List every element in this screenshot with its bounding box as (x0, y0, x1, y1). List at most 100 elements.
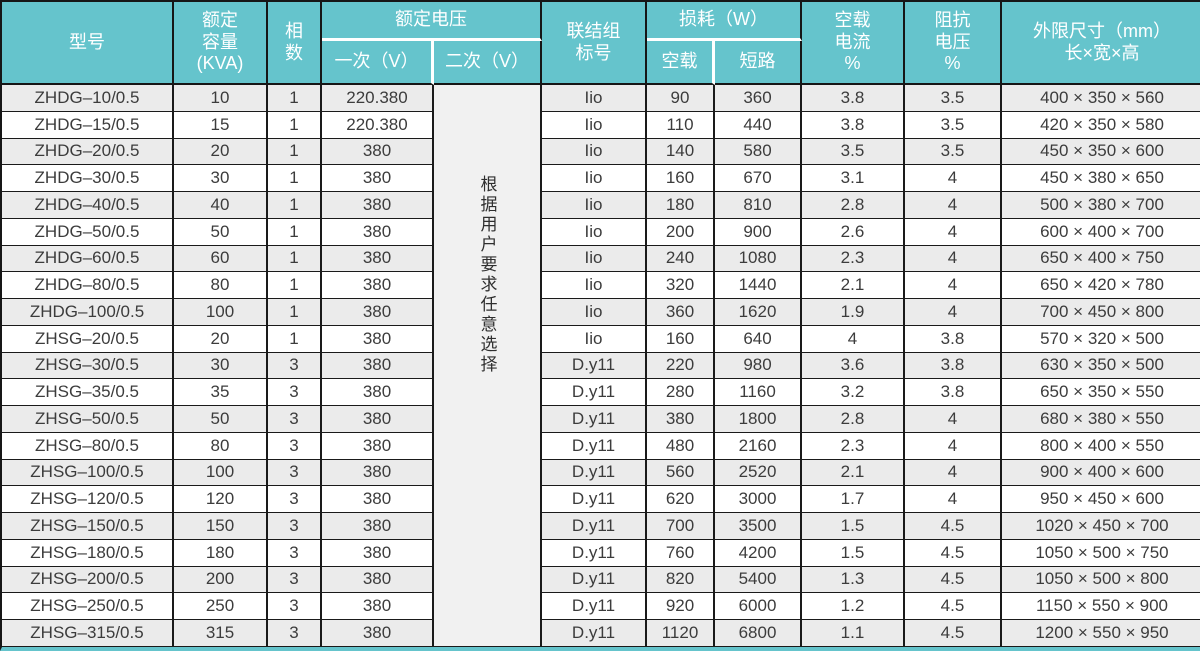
cell: 900 (715, 218, 802, 246)
cell: 380 (322, 620, 434, 647)
cell: 3 (268, 406, 322, 433)
cell: D.y11 (542, 513, 647, 540)
table-row: ZHDG–30/0.5 30 1 380 Iio 160 670 3.1 4 450 × 380 … (2, 165, 1200, 192)
cell: 380 (322, 245, 434, 273)
cell: ZHSG–180/0.5 (2, 539, 174, 567)
cell: 1 (268, 325, 322, 353)
cell: ZHDG–100/0.5 (2, 299, 174, 326)
cell: ZHDG–20/0.5 (2, 138, 174, 166)
cell: 3.2 (802, 379, 905, 406)
cell: 4 (905, 432, 1002, 460)
cell: 1150 × 550 × 900 (1002, 593, 1200, 620)
cell: 160 (647, 165, 715, 192)
cell: Iio (542, 218, 647, 246)
cell: 1.2 (802, 593, 905, 620)
cell: 3 (268, 352, 322, 380)
cell: ZHSG–20/0.5 (2, 325, 174, 353)
cell: 4 (905, 486, 1002, 513)
cell: 2160 (715, 432, 802, 460)
cell: Iio (542, 192, 647, 219)
cell: 380 (322, 566, 434, 594)
cell: 320 (647, 272, 715, 299)
cell: 1 (268, 218, 322, 246)
cell: 1050 × 500 × 800 (1002, 566, 1200, 594)
cell: ZHDG–60/0.5 (2, 245, 174, 273)
header-phases: 相数 (268, 2, 322, 85)
cell: 650 × 400 × 750 (1002, 245, 1200, 273)
cell: 2.8 (802, 406, 905, 433)
cell: 1160 (715, 379, 802, 406)
cell: 380 (322, 406, 434, 433)
cell: 380 (322, 539, 434, 567)
cell: 3 (268, 379, 322, 406)
cell: 3 (268, 566, 322, 594)
cell: 3.8 (905, 379, 1002, 406)
cell: 1.1 (802, 620, 905, 647)
header-impedance-voltage: 阻抗 电压% (905, 2, 1002, 85)
cell: 680 × 380 × 550 (1002, 406, 1200, 433)
cell: D.y11 (542, 593, 647, 620)
cell: 4 (802, 325, 905, 353)
cell: 160 (647, 325, 715, 353)
table-row: ZHSG–150/0.5 150 3 380 D.y11 700 3500 1.5 4.5 102… (2, 513, 1200, 540)
cell: 1620 (715, 299, 802, 326)
header-secondary-voltage: 二次（V） (434, 41, 542, 85)
cell: 380 (322, 138, 434, 166)
cell: 380 (322, 486, 434, 513)
cell: 6800 (715, 620, 802, 647)
cell: 10 (174, 85, 268, 112)
cell: 4 (905, 459, 1002, 487)
cell: 6000 (715, 593, 802, 620)
cell: 180 (647, 192, 715, 219)
cell: 3.6 (802, 352, 905, 380)
cell: ZHDG–40/0.5 (2, 192, 174, 219)
cell: 3.8 (905, 325, 1002, 353)
cell: 570 × 320 × 500 (1002, 325, 1200, 353)
cell: 60 (174, 245, 268, 273)
cell: 150 (174, 513, 268, 540)
cell: 380 (322, 325, 434, 353)
cell: 480 (647, 432, 715, 460)
cell: 200 (647, 218, 715, 246)
cell: 20 (174, 325, 268, 353)
cell: 35 (174, 379, 268, 406)
cell: 3.1 (802, 165, 905, 192)
cell: ZHDG–80/0.5 (2, 272, 174, 299)
cell: Iio (542, 111, 647, 139)
header-noload-current: 空载 电流% (802, 2, 905, 85)
table-row: ZHSG–80/0.5 80 3 380 D.y11 480 2160 2.3 4 800 × 4… (2, 432, 1200, 460)
table-row: ZHSG–200/0.5 200 3 380 D.y11 820 5400 1.3 4.5 105… (2, 566, 1200, 594)
cell: 3 (268, 539, 322, 567)
cell: 3000 (715, 486, 802, 513)
cell: 640 (715, 325, 802, 353)
cell: D.y11 (542, 459, 647, 487)
cell: 700 × 450 × 800 (1002, 299, 1200, 326)
cell: 100 (174, 459, 268, 487)
cell: 380 (322, 432, 434, 460)
cell: 90 (647, 85, 715, 112)
cell: 30 (174, 352, 268, 380)
cell: 200 (174, 566, 268, 594)
header-rated-capacity: 额定 容量 (KVA) (174, 2, 268, 85)
table-row: ZHDG–60/0.5 60 1 380 Iio 240 1080 2.3 4 650 × 400… (2, 245, 1200, 273)
cell: 4.5 (905, 620, 1002, 647)
cell: 360 (647, 299, 715, 326)
table-row: ZHSG–100/0.5 100 3 380 D.y11 560 2520 2.1 4 900 ×… (2, 459, 1200, 487)
cell: ZHSG–200/0.5 (2, 566, 174, 594)
cell: 3500 (715, 513, 802, 540)
cell: D.y11 (542, 620, 647, 647)
cell: 440 (715, 111, 802, 139)
cell: 3.8 (802, 111, 905, 139)
table-row: ZHSG–315/0.5 315 3 380 D.y11 1120 6800 1.1 4.5 12… (2, 620, 1200, 647)
cell: 380 (322, 299, 434, 326)
cell: 1.7 (802, 486, 905, 513)
table-row: ZHDG–10/0.5 10 1 220.380 根据用户要求任意选择 Iio 90 360 3… (2, 85, 1200, 647)
header-primary-voltage: 一次（V） (322, 41, 434, 85)
table-row: ZHDG–20/0.5 20 1 380 Iio 140 580 3.5 3.5 450 × 35… (2, 138, 1200, 166)
cell: 810 (715, 192, 802, 219)
table-row: ZHSG–120/0.5 120 3 380 D.y11 620 3000 1.7 4 950 ×… (2, 486, 1200, 513)
cell: 110 (647, 111, 715, 139)
cell: 380 (322, 272, 434, 299)
cell: Iio (542, 245, 647, 273)
